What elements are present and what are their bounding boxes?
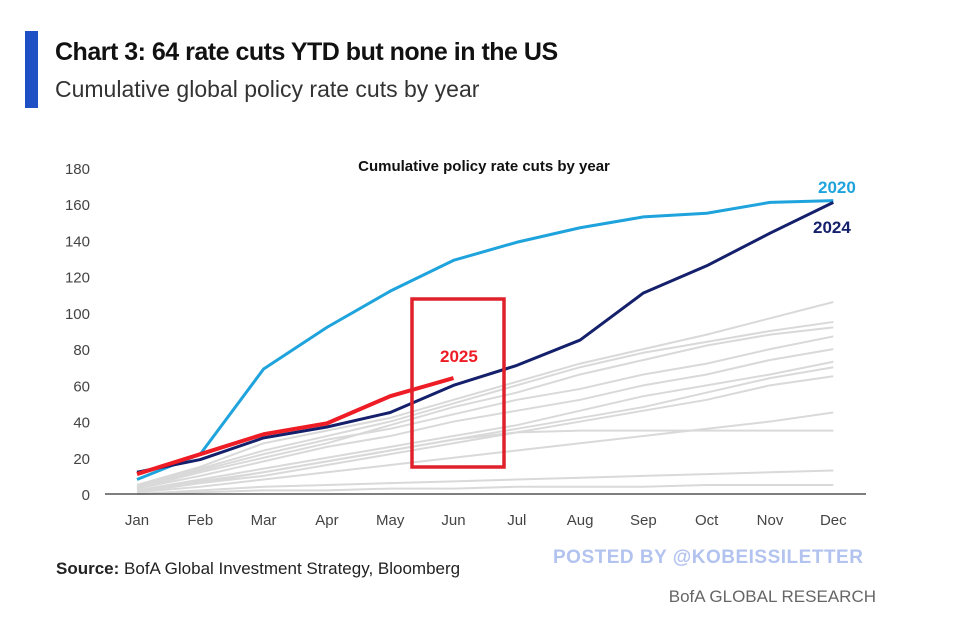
- brand-label: BofA GLOBAL RESEARCH: [668, 587, 876, 606]
- other-year-line: [136, 335, 834, 488]
- highlight-box: [410, 297, 506, 469]
- x-tick-label: Dec: [820, 512, 847, 529]
- other-year-line: [136, 469, 834, 495]
- source-text: BofA Global Investment Strategy, Bloombe…: [119, 559, 461, 578]
- y-tick-label: 120: [65, 270, 90, 287]
- page-subtitle: Cumulative global policy rate cuts by ye…: [55, 76, 480, 102]
- x-tick-label: May: [376, 512, 405, 529]
- other-year-line: [136, 429, 834, 492]
- x-tick-label: Apr: [315, 512, 338, 529]
- series-label-2025: 2025: [440, 347, 478, 366]
- x-tick-label: Nov: [757, 512, 784, 529]
- source-note: Source: BofA Global Investment Strategy,…: [56, 559, 460, 579]
- other-year-line: [136, 320, 834, 488]
- y-tick-label: 80: [73, 342, 90, 359]
- source-label: Source:: [56, 559, 120, 578]
- other-year-line: [136, 326, 834, 490]
- y-tick-label: 60: [73, 378, 90, 395]
- series-label-2024: 2024: [813, 218, 851, 237]
- y-tick-label: 180: [65, 161, 90, 178]
- y-tick-label: 40: [73, 415, 90, 432]
- other-year-line: [136, 360, 834, 492]
- page-title: Chart 3: 64 rate cuts YTD but none in th…: [55, 38, 558, 66]
- other-year-line: [136, 301, 834, 486]
- y-tick-label: 160: [65, 197, 90, 214]
- watermark: POSTED BY @KOBEISSILETTER: [553, 547, 864, 568]
- x-tick-label: Jul: [507, 512, 526, 529]
- series-line-2025: [136, 376, 455, 476]
- series-line-2024: [136, 201, 834, 474]
- series-label-2020: 2020: [818, 178, 856, 197]
- other-year-line: [136, 483, 834, 495]
- title-accent-bar: [25, 31, 38, 108]
- x-tick-label: Jun: [441, 512, 465, 529]
- other-year-line: [136, 348, 834, 490]
- other-year-line: [136, 411, 834, 494]
- x-tick-label: Sep: [630, 512, 657, 529]
- chart-title: Cumulative policy rate cuts by year: [358, 158, 610, 175]
- y-tick-label: 0: [82, 487, 90, 504]
- x-tick-label: Feb: [187, 512, 213, 529]
- y-tick-label: 140: [65, 233, 90, 250]
- series-line-2020: [136, 199, 834, 481]
- y-tick-label: 100: [65, 306, 90, 323]
- other-year-line: [136, 375, 834, 494]
- x-tick-label: Mar: [251, 512, 277, 529]
- y-tick-label: 20: [73, 451, 90, 468]
- x-tick-label: Jan: [125, 512, 149, 529]
- x-tick-label: Aug: [567, 512, 594, 529]
- x-tick-label: Oct: [695, 512, 719, 529]
